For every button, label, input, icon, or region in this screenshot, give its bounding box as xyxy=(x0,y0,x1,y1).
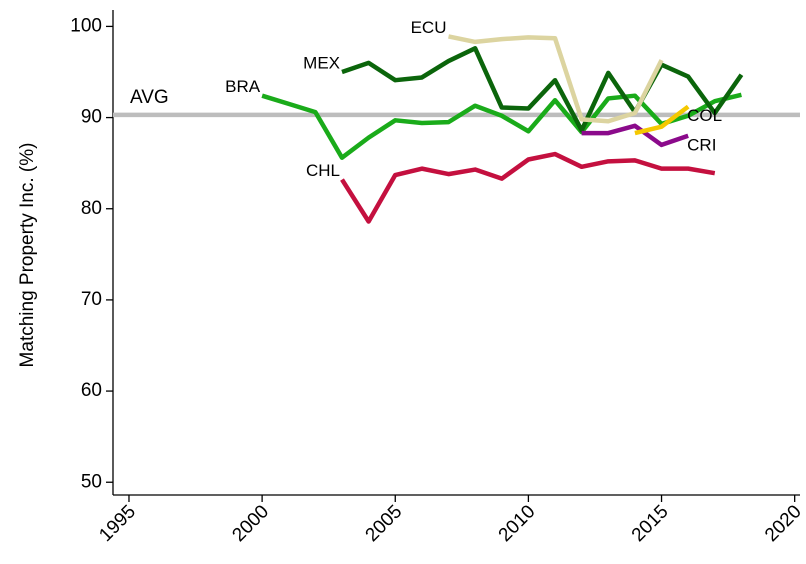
x-tick-label: 2010 xyxy=(495,501,540,546)
x-tick-label: 2000 xyxy=(228,501,273,546)
x-tick-label: 2020 xyxy=(761,501,806,546)
y-tick-label: 80 xyxy=(81,198,102,219)
average-label: AVG xyxy=(130,87,169,108)
series-label: BRA xyxy=(225,77,261,96)
x-tick-label: 2015 xyxy=(628,501,673,546)
x-tick-label: 1995 xyxy=(95,501,140,546)
y-tick-label: 100 xyxy=(70,15,102,36)
y-axis-title: Matching Property Inc. (%) xyxy=(17,143,38,368)
series-label: ECU xyxy=(411,18,447,37)
series-line xyxy=(634,104,690,136)
y-tick-label: 90 xyxy=(81,107,102,128)
series-line xyxy=(340,151,716,224)
series-line xyxy=(341,46,744,133)
y-tick-label: 70 xyxy=(81,289,102,310)
series-label: MEX xyxy=(303,53,340,72)
series-label: CHL xyxy=(306,161,340,180)
series-label: COL xyxy=(687,106,722,125)
series-label: CRI xyxy=(687,135,716,154)
y-tick-label: 60 xyxy=(81,380,102,401)
series-line xyxy=(581,123,689,148)
x-tick-label: 2005 xyxy=(362,501,407,546)
y-tick-label: 50 xyxy=(81,471,102,492)
series-line xyxy=(448,34,664,124)
